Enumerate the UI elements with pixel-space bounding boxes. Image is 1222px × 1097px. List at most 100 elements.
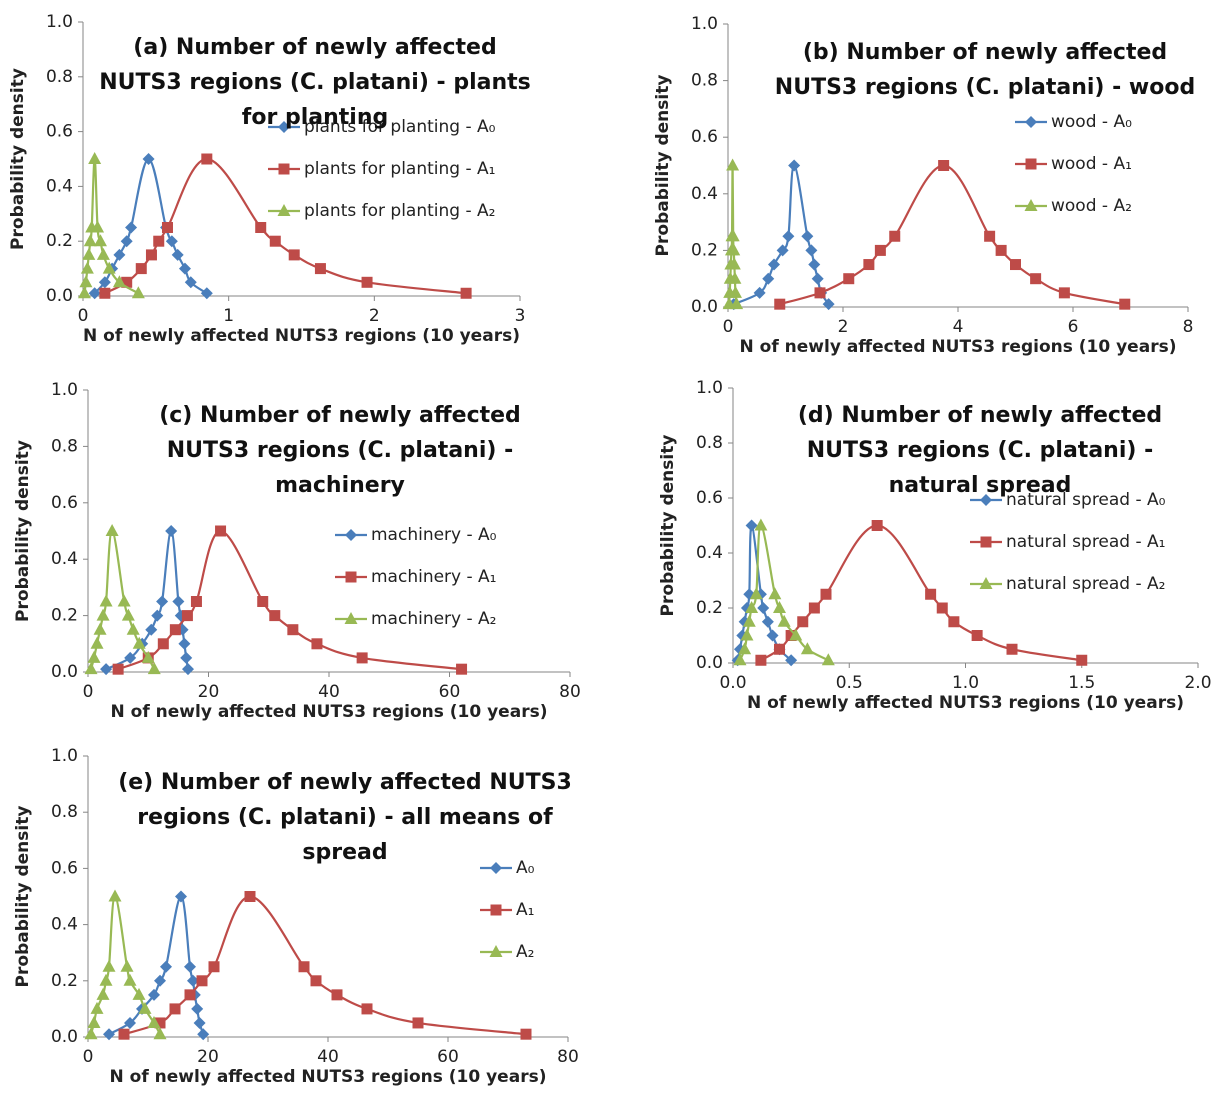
data-point <box>789 628 803 641</box>
y-tick-label: 0.0 <box>51 1027 78 1047</box>
data-point <box>889 230 901 242</box>
series-line <box>733 164 830 306</box>
data-point <box>96 987 110 1000</box>
series-line <box>123 895 527 1036</box>
data-point <box>727 243 741 256</box>
data-point <box>1058 287 1070 299</box>
y-tick-label: 0.0 <box>51 662 78 682</box>
data-point <box>733 653 747 666</box>
y-tick-label: 0.2 <box>46 231 73 251</box>
data-point <box>182 663 195 676</box>
data-point <box>125 221 138 234</box>
legend-label: A₀ <box>516 858 535 878</box>
data-point <box>774 643 785 655</box>
data-point <box>738 642 752 655</box>
data-point <box>148 988 160 1001</box>
x-axis-label: N of newly affected NUTS3 regions (10 ye… <box>111 702 548 722</box>
data-point <box>142 153 155 165</box>
data-point <box>98 276 111 289</box>
data-point <box>184 989 196 1001</box>
data-point <box>782 230 795 243</box>
chart-title: (b) Number of newly affected NUTS3 regio… <box>774 40 1196 100</box>
legend-marker <box>277 204 291 216</box>
data-point <box>120 959 134 972</box>
data-point <box>361 276 373 288</box>
y-tick-label: 0.6 <box>51 858 78 878</box>
data-point <box>151 609 164 622</box>
legend-marker <box>490 904 502 916</box>
data-point <box>785 630 797 641</box>
x-tick-label: 0 <box>78 306 89 326</box>
data-point <box>811 272 824 285</box>
x-axis-label: N of newly affected NUTS3 regions (10 ye… <box>747 693 1184 713</box>
data-point <box>117 594 131 607</box>
data-point <box>197 1028 210 1041</box>
data-point <box>154 1017 166 1029</box>
legend-label: machinery - A₀ <box>371 525 497 545</box>
data-point <box>822 298 835 311</box>
legend-label: A₁ <box>516 900 534 920</box>
data-point <box>727 257 741 270</box>
data-point <box>77 286 91 299</box>
data-point <box>745 601 759 613</box>
data-point <box>156 595 169 608</box>
data-point <box>99 973 113 986</box>
y-tick-label: 0.8 <box>46 67 73 87</box>
series-line <box>104 157 467 295</box>
data-point <box>87 1015 101 1028</box>
data-point <box>178 262 191 275</box>
data-point <box>800 642 814 655</box>
data-point <box>147 1015 161 1028</box>
y-tick-label: 0.8 <box>51 802 78 822</box>
chart-title: (d) Number of newly affected NUTS3 regio… <box>797 403 1163 498</box>
chart-title: (c) Number of newly affected NUTS3 regio… <box>159 403 521 498</box>
x-tick-label: 0 <box>83 1047 94 1067</box>
data-point <box>88 152 102 164</box>
data-point <box>131 286 145 299</box>
x-tick-label: 80 <box>559 682 581 702</box>
data-point <box>773 601 786 613</box>
data-point <box>160 960 172 973</box>
data-point <box>331 989 343 1001</box>
data-point <box>121 608 135 621</box>
data-point <box>766 629 779 642</box>
legend-label: machinery - A₁ <box>371 567 497 587</box>
legend-label: plants for planting - A₂ <box>304 201 495 221</box>
legend-label: natural spread - A₀ <box>1006 490 1166 510</box>
y-axis-label: Probability density <box>653 75 673 257</box>
y-tick-label: 0.4 <box>51 915 78 935</box>
data-point <box>314 263 326 275</box>
x-tick-label: 60 <box>437 1047 459 1067</box>
data-point <box>768 258 780 271</box>
legend-label: wood - A₀ <box>1051 112 1132 132</box>
data-point <box>520 1028 532 1040</box>
data-point <box>187 974 199 987</box>
data-point <box>208 961 220 973</box>
data-point <box>808 602 820 614</box>
data-point <box>788 159 801 172</box>
data-point <box>181 610 193 622</box>
data-point <box>361 1003 373 1015</box>
data-point <box>269 235 281 247</box>
y-tick-label: 0.4 <box>51 549 78 569</box>
data-point <box>730 297 744 310</box>
data-point <box>762 272 775 285</box>
x-axis-label: N of newly affected NUTS3 regions (10 ye… <box>83 326 520 346</box>
data-point <box>135 263 147 275</box>
x-tick-label: 40 <box>317 1047 339 1067</box>
data-point <box>80 261 94 274</box>
data-point <box>83 234 97 247</box>
legend-marker <box>344 612 358 624</box>
y-tick-label: 1.0 <box>51 380 78 400</box>
data-point <box>132 636 146 649</box>
x-tick-label: 6 <box>1068 317 1079 337</box>
data-point <box>311 638 323 650</box>
x-tick-label: 1 <box>223 306 234 326</box>
data-point <box>1076 654 1088 666</box>
legend-marker <box>489 945 503 957</box>
data-point <box>257 596 269 607</box>
x-tick-label: 3 <box>515 306 526 326</box>
x-tick-label: 2 <box>369 306 380 326</box>
legend-label: A₂ <box>516 942 534 962</box>
data-point <box>874 244 886 256</box>
